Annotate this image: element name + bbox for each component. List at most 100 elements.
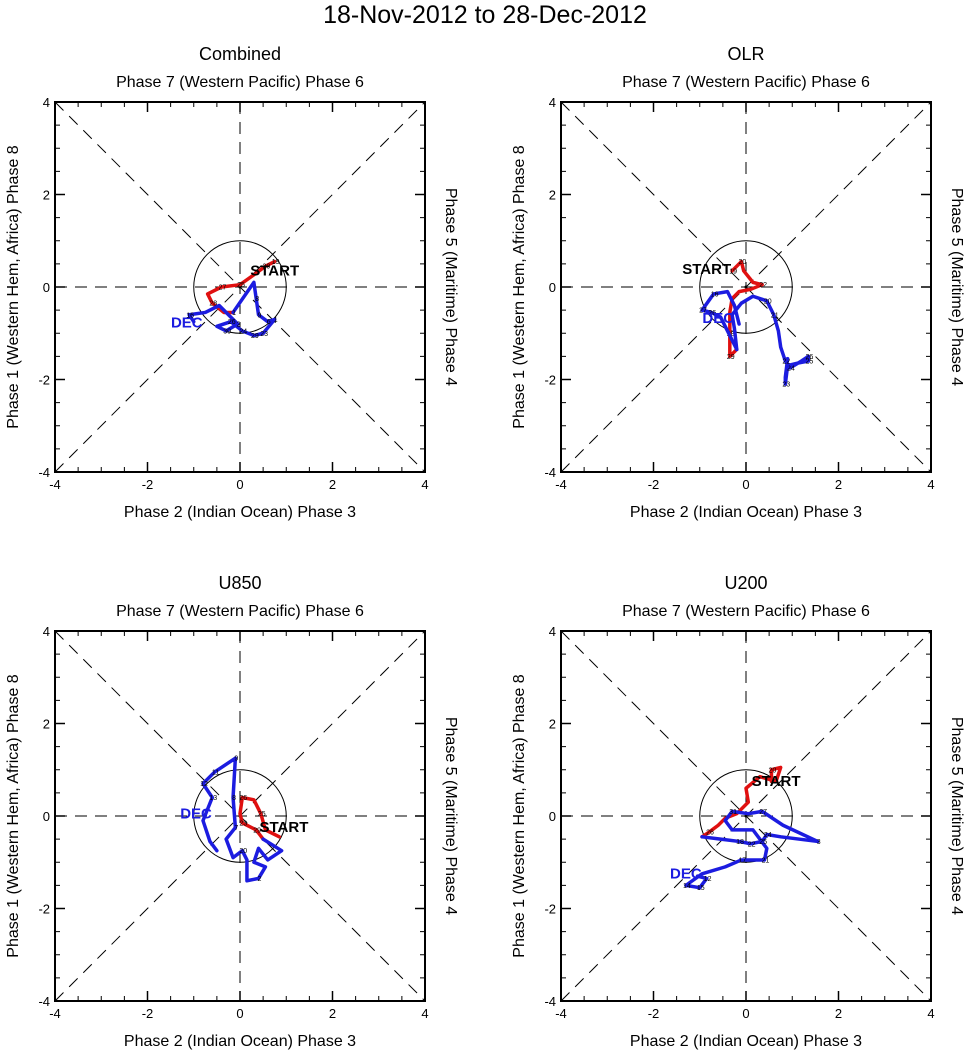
day-point <box>220 285 223 289</box>
day-point <box>784 375 787 379</box>
day-label: 7 <box>234 825 238 832</box>
left-axis-label: Phase 1 (Western Hem, Africa) Phase 8 <box>511 674 528 957</box>
day-label: 29 <box>727 354 735 361</box>
plot-frame <box>54 101 426 473</box>
x-tick-label: 0 <box>742 1006 749 1021</box>
y-tick-label: 4 <box>549 95 556 110</box>
amplitude-circle <box>699 769 793 863</box>
y-tick-label: -2 <box>38 373 50 388</box>
day-label: 20 <box>263 264 271 271</box>
day-point <box>201 819 205 822</box>
bottom-axis-label: Phase 2 (Indian Ocean) Phase 3 <box>124 1033 356 1050</box>
day-label: 24 <box>764 832 772 839</box>
day-label: 24 <box>787 365 795 372</box>
day-point <box>733 304 736 307</box>
day-point <box>740 301 743 305</box>
day-point <box>781 823 785 827</box>
day-point <box>751 294 755 298</box>
day-label: 26 <box>706 830 714 837</box>
day-point <box>280 849 283 852</box>
day-point <box>245 858 249 862</box>
month-label-dec: DEC <box>702 310 734 327</box>
start-label: START <box>259 819 308 836</box>
day-point <box>728 355 732 358</box>
day-point <box>266 320 270 323</box>
day-point <box>700 308 704 312</box>
top-axis-label: Phase 7 (Western Pacific) Phase 6 <box>116 74 364 91</box>
right-axis-label: Phase 5 (Maritime) Phase 4 <box>948 717 965 915</box>
x-tick-label: -2 <box>142 1006 154 1021</box>
day-point <box>206 292 209 296</box>
panel-title: Combined <box>199 44 281 64</box>
day-label: 15 <box>697 885 705 892</box>
y-tick-label: -4 <box>544 994 556 1009</box>
day-label: 8 <box>255 296 259 303</box>
day-label: 20 <box>738 259 746 266</box>
day-point <box>786 364 789 367</box>
day-point <box>740 858 743 862</box>
day-label: 20 <box>764 298 772 305</box>
day-label: 12 <box>200 781 208 788</box>
day-point <box>730 810 734 813</box>
day-label: 23 <box>782 382 790 389</box>
bottom-axis-label: Phase 2 (Indian Ocean) Phase 3 <box>630 1033 862 1050</box>
x-tick-label: 2 <box>835 477 842 492</box>
day-label: 30 <box>223 328 231 335</box>
day-point <box>698 886 702 889</box>
x-tick-label: -4 <box>49 477 61 492</box>
day-point <box>730 313 734 317</box>
day-label: 26 <box>239 795 247 802</box>
mjo-track-line <box>730 294 811 386</box>
figure-title: 18-Nov-2012 to 28-Dec-2012 <box>323 1 647 29</box>
phase-diagram-olr: OLR Phase 7 (Western Pacific) Phase 6 -4-4… <box>511 44 965 521</box>
day-label: 23 <box>239 820 247 827</box>
y-tick-label: -4 <box>38 465 50 480</box>
day-label: 21 <box>771 312 779 319</box>
day-point <box>252 798 256 802</box>
y-tick-label: 2 <box>43 188 50 203</box>
day-point <box>261 331 265 335</box>
start-label: START <box>752 773 801 790</box>
day-point <box>779 835 782 839</box>
plot-frame <box>54 630 426 1002</box>
y-tick-label: 0 <box>549 280 556 295</box>
amplitude-circle <box>193 240 287 334</box>
day-point <box>760 810 764 813</box>
day-label: 3 <box>817 839 821 846</box>
day-point <box>278 835 281 839</box>
y-tick-label: 4 <box>43 95 50 110</box>
day-label: 6 <box>267 319 271 326</box>
day-point <box>257 877 260 880</box>
day-point <box>231 856 235 859</box>
bottom-axis-label: Phase 2 (Indian Ocean) Phase 3 <box>630 504 862 521</box>
day-point <box>770 768 773 772</box>
day-point <box>241 796 244 799</box>
day-label: 26 <box>806 354 814 361</box>
x-tick-label: -4 <box>49 1006 61 1021</box>
day-point <box>719 315 722 319</box>
day-label: 19 <box>272 259 280 266</box>
x-tick-label: 4 <box>927 1006 934 1021</box>
day-point <box>231 311 235 314</box>
amplitude-circle <box>193 769 287 863</box>
day-point <box>264 264 267 268</box>
day-point <box>213 770 216 774</box>
panels: Combined Phase 7 (Western Pacific) Phase … <box>5 44 965 1050</box>
x-tick-label: 2 <box>835 1006 842 1021</box>
day-label: 26 <box>228 319 236 326</box>
day-point <box>241 849 244 852</box>
day-point <box>710 311 713 314</box>
day-point <box>252 334 256 337</box>
day-point <box>696 874 699 878</box>
day-label: 2 <box>258 876 262 883</box>
day-point <box>795 362 799 365</box>
day-point <box>733 327 736 330</box>
y-tick-label: -2 <box>38 902 50 917</box>
day-label: 11 <box>212 770 219 777</box>
day-point <box>726 290 729 293</box>
x-tick-label: 4 <box>421 477 428 492</box>
day-point <box>684 884 688 887</box>
day-label: 1 <box>232 310 236 317</box>
